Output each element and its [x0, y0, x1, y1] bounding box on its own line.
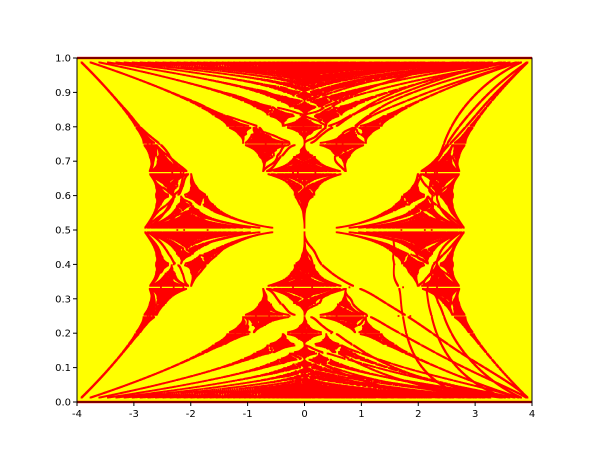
- x-tick-label: 3: [472, 409, 478, 420]
- y-tick-label: 0.1: [55, 363, 71, 374]
- y-tick-label: 0.3: [55, 294, 71, 305]
- y-axis: 0.0 0.1 0.2 0.3 0.4 0.5 0.6 0.7 0.8 0.9 1.0: [55, 54, 77, 409]
- x-tick-label: 1: [358, 409, 364, 420]
- x-tick-label: 0: [301, 409, 307, 420]
- y-tick-label: 0.6: [55, 191, 71, 202]
- x-tick-label: -2: [186, 409, 196, 420]
- x-tick-label: -3: [129, 409, 139, 420]
- y-tick-label: 0.7: [55, 157, 71, 168]
- x-axis: -4 -3 -2 -1 0 1 2 3 4: [72, 402, 535, 420]
- x-tick-label: 4: [529, 409, 535, 420]
- y-tick-label: 0.5: [55, 226, 71, 237]
- y-tick-label: 0.9: [55, 88, 71, 99]
- y-tick-label: 0.0: [55, 398, 71, 409]
- y-tick-label: 0.2: [55, 329, 71, 340]
- y-tick-label: 0.4: [55, 260, 71, 271]
- y-tick-label: 0.8: [55, 122, 71, 133]
- x-tick-label: -4: [72, 409, 82, 420]
- y-tick-label: 1.0: [55, 54, 71, 65]
- x-tick-label: -1: [243, 409, 253, 420]
- x-tick-label: 2: [415, 409, 421, 420]
